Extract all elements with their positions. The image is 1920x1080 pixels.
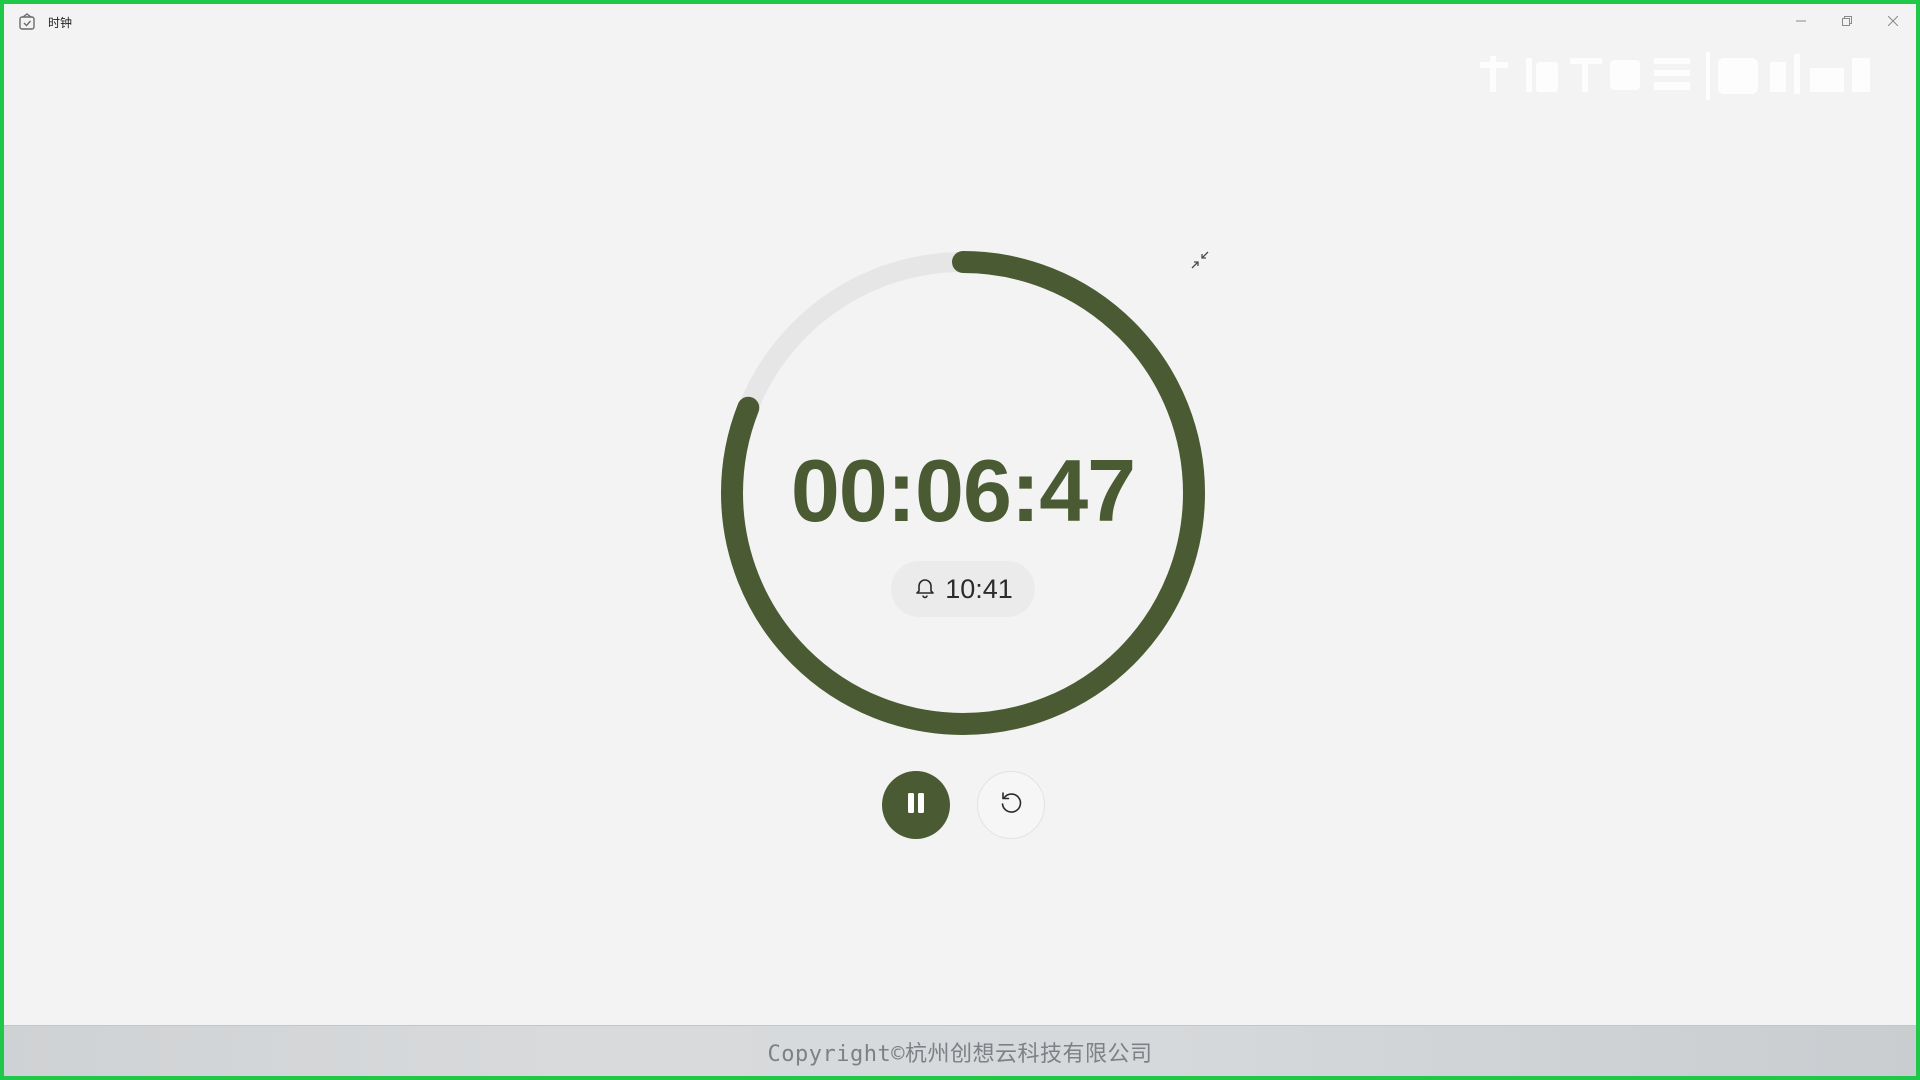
timer-container: 00:06:47 10:41	[717, 247, 1209, 739]
timer-ring-progress	[721, 251, 1205, 735]
close-icon	[1887, 11, 1899, 30]
bell-icon	[913, 575, 937, 603]
window-title: 时钟	[48, 16, 73, 30]
alarm-time-pill: 10:41	[891, 561, 1035, 617]
alarm-time: 10:41	[945, 573, 1013, 604]
reset-button[interactable]	[977, 771, 1045, 839]
watermark-logo	[1470, 48, 1890, 104]
collapse-icon	[1190, 250, 1210, 274]
close-button[interactable]	[1870, 4, 1916, 36]
pause-button[interactable]	[882, 771, 950, 839]
copyright-text: Copyright©杭州创想云科技有限公司	[767, 1042, 1153, 1067]
compact-overlay-button[interactable]	[1186, 248, 1214, 276]
minimize-button[interactable]	[1778, 4, 1824, 36]
maximize-button[interactable]	[1824, 4, 1870, 36]
clock-app-icon	[18, 13, 36, 31]
restore-icon	[1842, 11, 1852, 30]
title-bar: 时钟	[4, 4, 1916, 40]
minimize-icon	[1796, 11, 1806, 30]
time-remaining: 00:06:47	[790, 441, 1136, 540]
footer-bar: Copyright©杭州创想云科技有限公司	[4, 1025, 1916, 1076]
reset-icon	[997, 789, 1025, 821]
pause-icon	[903, 790, 929, 820]
timer-ring	[721, 251, 1205, 735]
